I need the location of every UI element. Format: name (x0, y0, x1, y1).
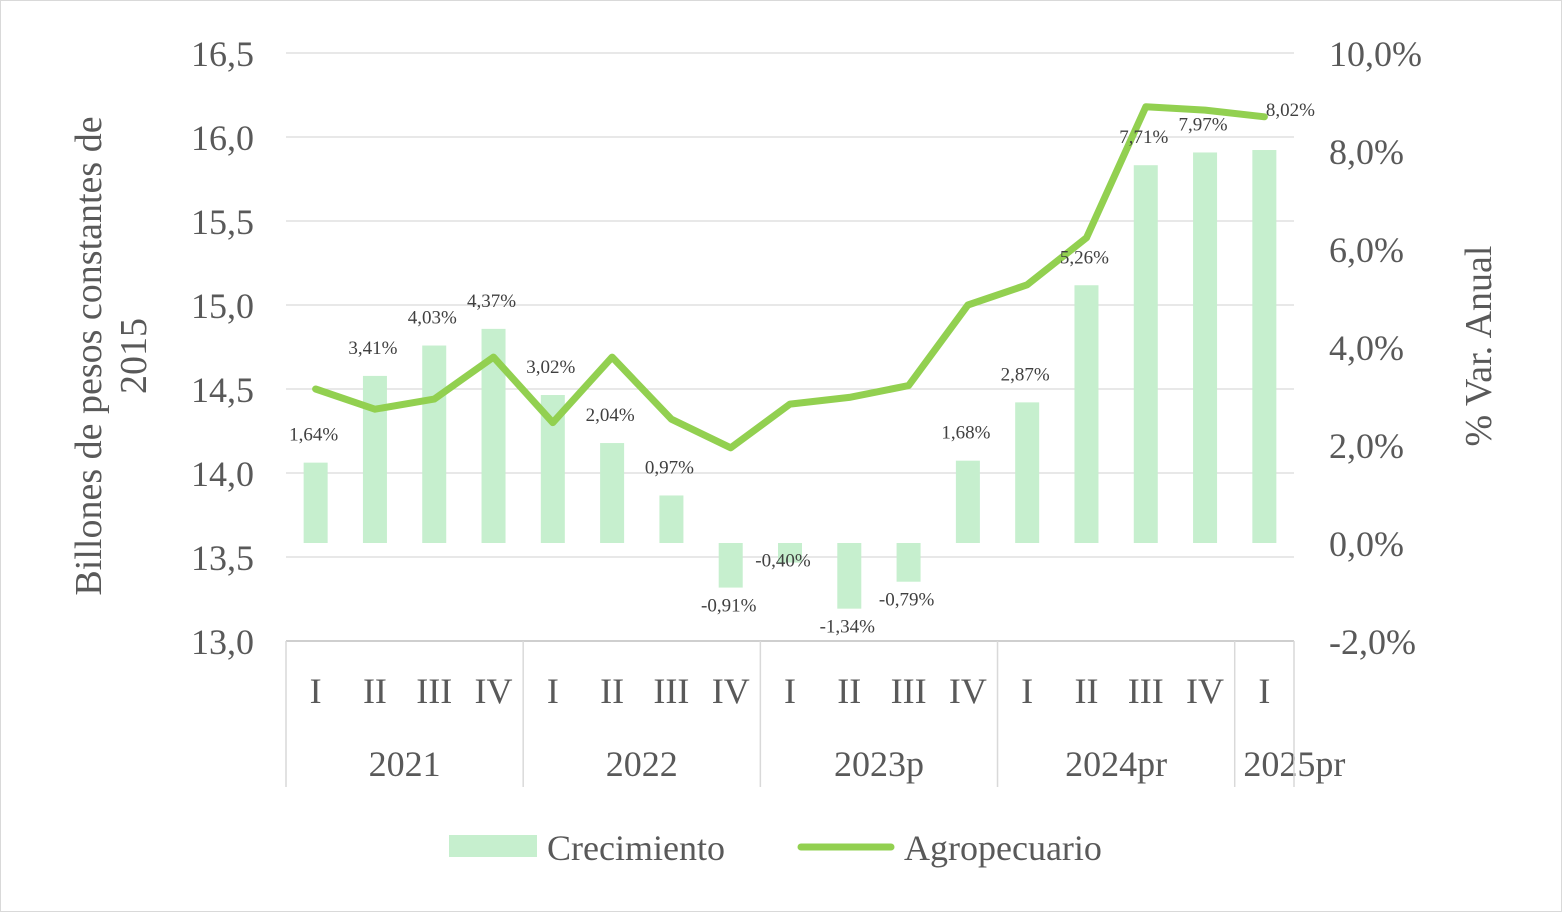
legend: Crecimiento Agropecuario (449, 828, 1102, 868)
bar-data-label: 1,64% (289, 425, 338, 446)
y-right-tick-label: 8,0% (1329, 132, 1404, 172)
bar-data-label: 0,97% (645, 457, 694, 478)
bar-data-label: 2,87% (1001, 364, 1050, 385)
x-tick-label: I (784, 671, 796, 711)
x-tick-label: IV (949, 671, 987, 711)
y-left-tick-label: 15,0 (191, 286, 254, 326)
growth-bar (1074, 285, 1099, 543)
growth-bar (1133, 165, 1158, 543)
x-tick-label: IV (475, 671, 513, 711)
x-tick-label: II (837, 671, 861, 711)
y-left-axis-title-line-1: Billones de pesos constantes de (68, 116, 110, 595)
bar-data-label: 8,02% (1266, 100, 1315, 121)
growth-bar (1193, 152, 1218, 543)
legend-bar-label: Crecimiento (547, 828, 725, 868)
y-right-tick-label: 10,0% (1329, 34, 1422, 74)
y-left-tick-label: 14,5 (191, 370, 254, 410)
bar-data-label: -0,91% (701, 596, 757, 617)
y-left-axis-title-line-2: 2015 (113, 318, 155, 394)
bar-data-label: 2,04% (586, 405, 635, 426)
bar-data-label: 5,26% (1060, 247, 1109, 268)
growth-bar (422, 345, 447, 543)
growth-bar (659, 495, 684, 543)
agro-line (312, 103, 1268, 452)
y-right-axis-title: % Var. Anual (1458, 246, 1500, 447)
bar-data-label: -0,79% (879, 590, 935, 611)
bar-data-label: 1,68% (941, 423, 990, 444)
x-tick-label: III (1128, 671, 1164, 711)
x-tick-label: I (310, 671, 322, 711)
x-tick-label: II (600, 671, 624, 711)
y-right-axis: -2,0% 0,0% 2,0% 4,0% 6,0% 8,0% 10,0% (1329, 34, 1422, 662)
x-tick-label: III (416, 671, 452, 711)
growth-bar (303, 462, 328, 543)
bar-data-label: 4,37% (467, 291, 516, 312)
bar-data-label: 4,03% (408, 308, 457, 329)
agro-line-series (312, 103, 1268, 452)
y-left-tick-label: 16,5 (191, 34, 254, 74)
legend-line-label: Agropecuario (904, 828, 1102, 868)
x-year-label: 2023p (834, 744, 924, 784)
bar-data-label: 7,97% (1179, 114, 1228, 135)
x-tick-label: II (363, 671, 387, 711)
x-tick-label: III (653, 671, 689, 711)
y-right-tick-label: 6,0% (1329, 230, 1404, 270)
data-labels: 1,64% 3,41% 4,03% 4,37% 3,02% 2,04% 0,97% -0,91… (289, 100, 1315, 638)
x-tick-label: II (1074, 671, 1098, 711)
bar-data-label: -0,40% (755, 551, 811, 572)
growth-bar (955, 460, 980, 543)
bar-data-label: -1,34% (820, 617, 876, 638)
y-left-tick-label: 13,0 (191, 622, 254, 662)
y-right-tick-label: 0,0% (1329, 524, 1404, 564)
growth-bar (778, 543, 802, 563)
y-left-tick-label: 14,0 (191, 454, 254, 494)
x-tick-label: I (1021, 671, 1033, 711)
x-year-label: 2024pr (1065, 744, 1167, 784)
legend-bar-swatch (449, 835, 537, 857)
x-year-label: 2021 (369, 744, 441, 784)
growth-bar (718, 543, 743, 588)
growth-bar (1015, 402, 1040, 543)
x-tick-label: I (1258, 671, 1270, 711)
bar-data-label: 3,02% (526, 357, 575, 378)
x-tick-label: III (891, 671, 927, 711)
y-left-axis: 13,0 13,5 14,0 14,5 15,0 15,5 16,0 16,5 (191, 34, 254, 662)
x-year-label: 2022 (606, 744, 678, 784)
x-tick-label: I (547, 671, 559, 711)
y-right-tick-label: 2,0% (1329, 426, 1404, 466)
y-left-tick-label: 16,0 (191, 118, 254, 158)
y-right-tick-label: 4,0% (1329, 328, 1404, 368)
growth-bar (1252, 150, 1277, 543)
y-left-tick-label: 13,5 (191, 538, 254, 578)
bar-data-label: 7,71% (1119, 127, 1168, 148)
growth-bar (896, 543, 921, 582)
growth-bars (303, 150, 1277, 609)
x-tick-label: IV (712, 671, 750, 711)
growth-bar (362, 375, 387, 543)
growth-bar (600, 443, 625, 543)
growth-bar (837, 543, 862, 609)
y-left-tick-label: 15,5 (191, 202, 254, 242)
y-right-tick-label: -2,0% (1329, 622, 1416, 662)
x-tick-label: IV (1186, 671, 1224, 711)
bar-data-label: 3,41% (348, 338, 397, 359)
